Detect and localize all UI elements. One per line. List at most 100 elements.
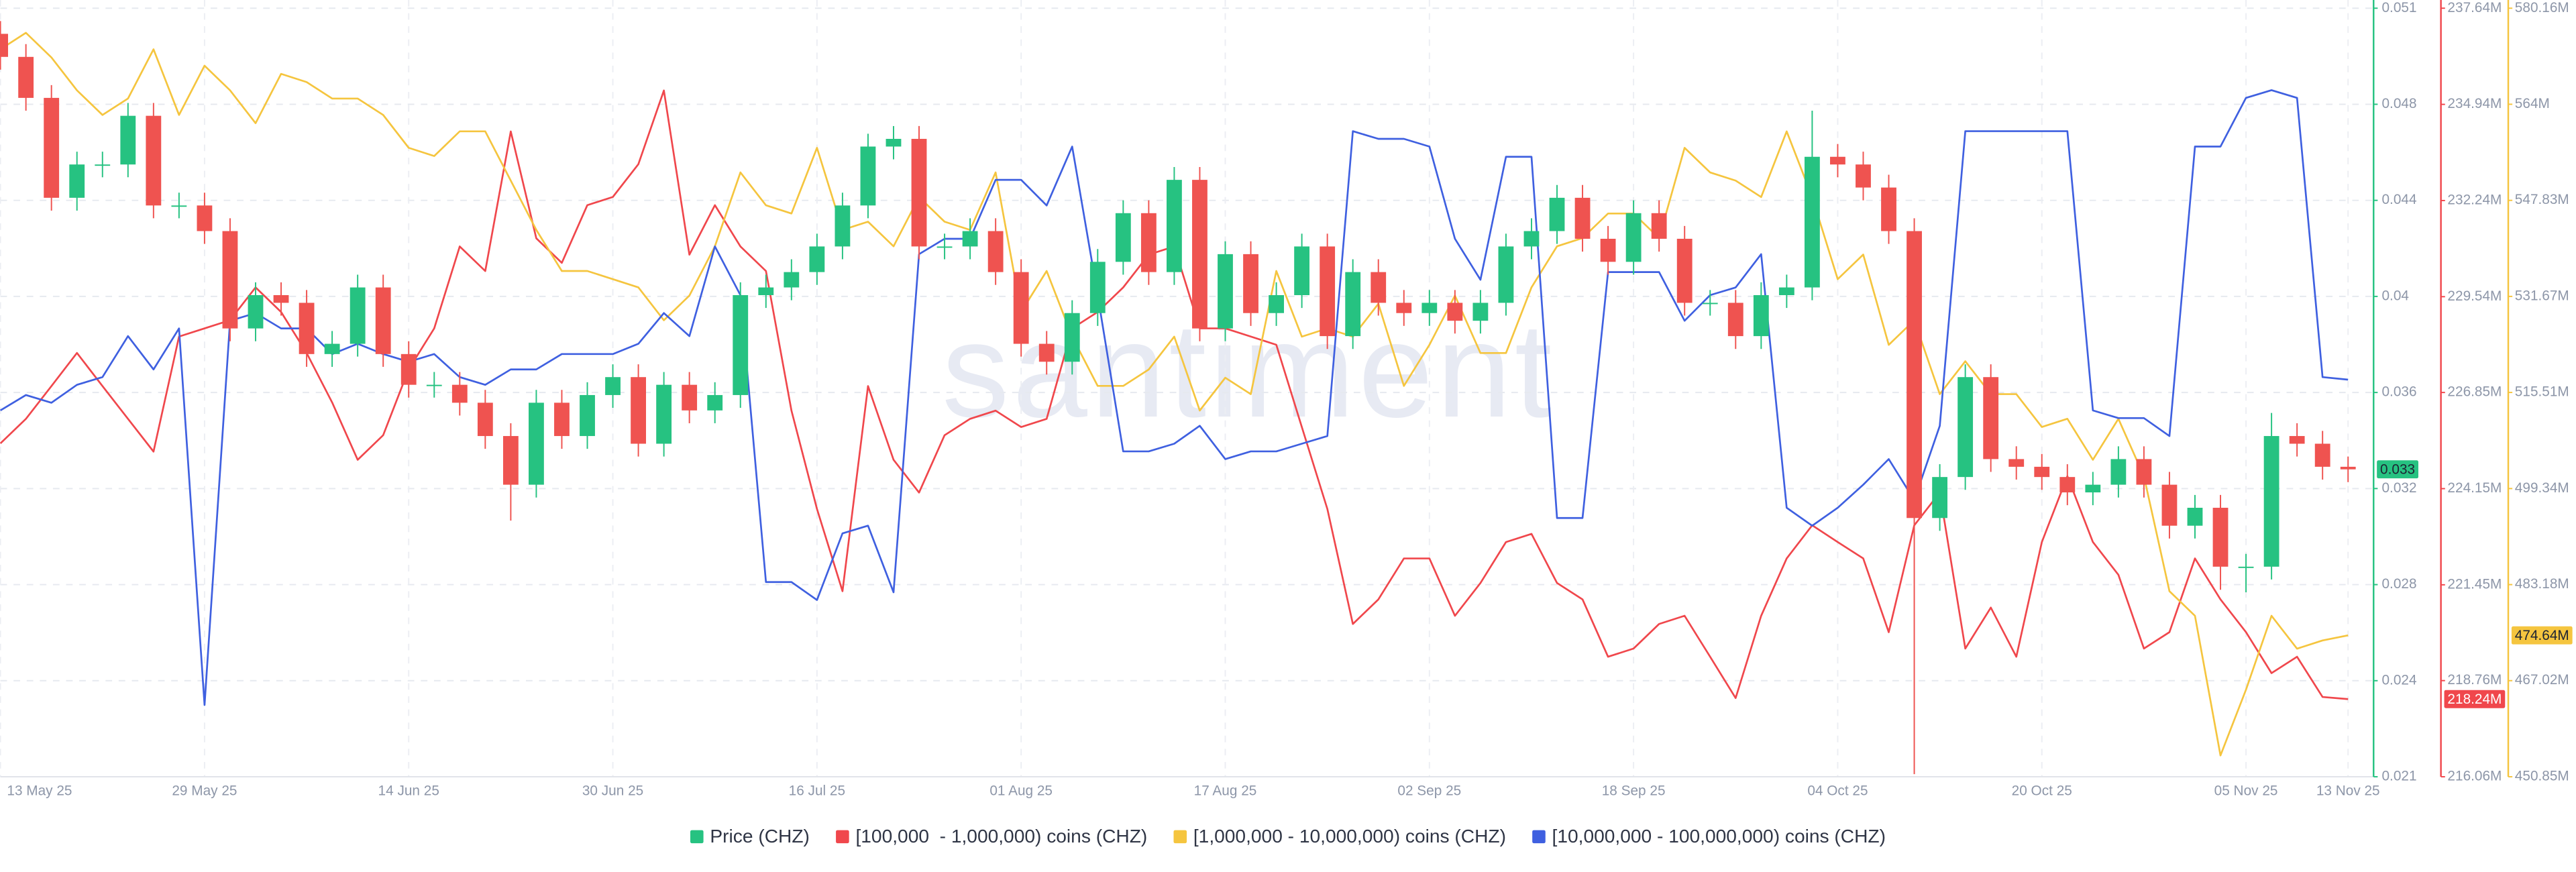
x-tick-label: 01 Aug 25 [989,783,1053,799]
candle-body [1371,272,1387,303]
y-tick-label: 547.83M [2515,192,2569,207]
candle-body [707,394,723,411]
y-tick-label: 0.024 [2382,672,2417,688]
candle-body [2238,566,2254,568]
y-tick-label: 218.76M [2447,672,2502,688]
candle-body [1932,477,1948,519]
y-tick-label: 221.45M [2447,576,2502,592]
candle-body [1089,262,1106,313]
series-line [0,32,2349,757]
candle-body [1218,254,1233,329]
candle-body [1498,246,1514,303]
candle-body [375,287,391,354]
candle-body [2136,459,2152,485]
y-tick-label: 226.85M [2447,384,2502,400]
candle-body [1907,231,1922,519]
candle-body [1421,303,1438,313]
y-tick-label: 229.54M [2447,288,2502,304]
candle-body [809,246,825,272]
last-value-box [2444,690,2506,708]
y-tick-label: 515.51M [2515,384,2569,400]
candle-body [1753,294,1769,337]
legend: Price (CHZ) [100,000 - 1,000,000) coins (… [690,826,1886,847]
candle-body [2314,443,2330,467]
candle-body [885,139,902,147]
y-tick-label: 237.64M [2447,0,2502,15]
candle-body [451,384,468,403]
last-value-label: 0.033 [2380,461,2415,477]
legend-swatch [1532,830,1546,844]
candle-body [962,231,978,247]
x-tick-label: 17 Aug 25 [1194,783,1257,799]
candle-body [835,205,851,247]
x-tick-label: 02 Sep 25 [1397,783,1461,799]
y-tick-label: 564M [2515,96,2550,111]
candle-body [1192,180,1208,329]
x-tick-label: 04 Oct 25 [1807,783,1868,799]
candle-body [1167,180,1182,272]
x-tick-label: 14 Jun 25 [378,783,439,799]
candle-body [1778,287,1794,295]
candle-body [1600,238,1616,262]
candle-body [1727,303,1743,337]
y-tick-label: 0.051 [2382,0,2417,15]
candle-body [120,115,136,165]
candle-body [1320,246,1336,337]
candle-body [0,34,9,57]
candle-body [1038,343,1055,362]
candle-body [95,164,111,166]
x-tick-label: 29 May 25 [172,783,237,799]
candle-body [1396,303,1412,313]
last-value-tag: 218.24M [2444,690,2506,708]
last-value-box [2511,626,2573,645]
candle-body [1983,377,1999,459]
last-value-tag: 474.64M [2511,626,2573,645]
candle-body [1651,213,1667,239]
candle-body [2085,484,2101,493]
candle-body [2340,466,2356,470]
candle-body [2212,507,2229,567]
y-tick-label: 234.94M [2447,96,2502,111]
candle-body [273,294,289,303]
y-tick-label: 0.048 [2382,96,2417,111]
candle-body [1676,238,1693,303]
x-tick-label: 16 Jul 25 [789,783,845,799]
candle-body [171,205,187,207]
candle-body [1523,231,1540,247]
x-tick-label: 13 Nov 25 [2316,783,2380,799]
candle-body [1856,164,1871,188]
candle-body [69,164,85,198]
candle-body [529,402,544,485]
candle-body [1549,197,1565,231]
y-tick-label: 0.021 [2382,769,2417,784]
candle-body [299,303,315,354]
candle-body [1140,213,1157,272]
x-tick-label: 13 May 25 [7,783,72,799]
x-tick-label: 18 Sep 25 [1602,783,1666,799]
y-tick-label: 216.06M [2447,769,2502,784]
candle-body [2110,459,2127,485]
x-tick-label: 30 Jun 25 [582,783,643,799]
legend-label: [100,000 - 1,000,000) coins (CHZ) [855,826,1147,847]
candle-body [2161,484,2178,526]
candle-body [1345,272,1361,337]
legend-label: [1,000,000 - 10,000,000) coins (CHZ) [1193,826,1506,847]
y-tick-label: 483.18M [2515,576,2569,592]
y-tick-label: 0.028 [2382,576,2417,592]
candle-body [426,384,442,386]
candle-body [987,231,1004,272]
candle-body [936,246,953,248]
y-tick-label: 0.036 [2382,384,2417,400]
y-tick-label: 0.04 [2382,288,2409,303]
y-tick-label: 0.032 [2382,480,2417,496]
candle-body [2008,459,2025,467]
candle-body [631,377,646,444]
y-tick-label: 224.15M [2447,480,2502,496]
candle-body [1625,213,1642,262]
last-value-label: 218.24M [2447,692,2502,707]
candle-body [860,146,876,206]
series-line [0,89,2349,706]
last-value-tag: 0.033 [2377,460,2419,479]
candle-body [1013,272,1029,344]
